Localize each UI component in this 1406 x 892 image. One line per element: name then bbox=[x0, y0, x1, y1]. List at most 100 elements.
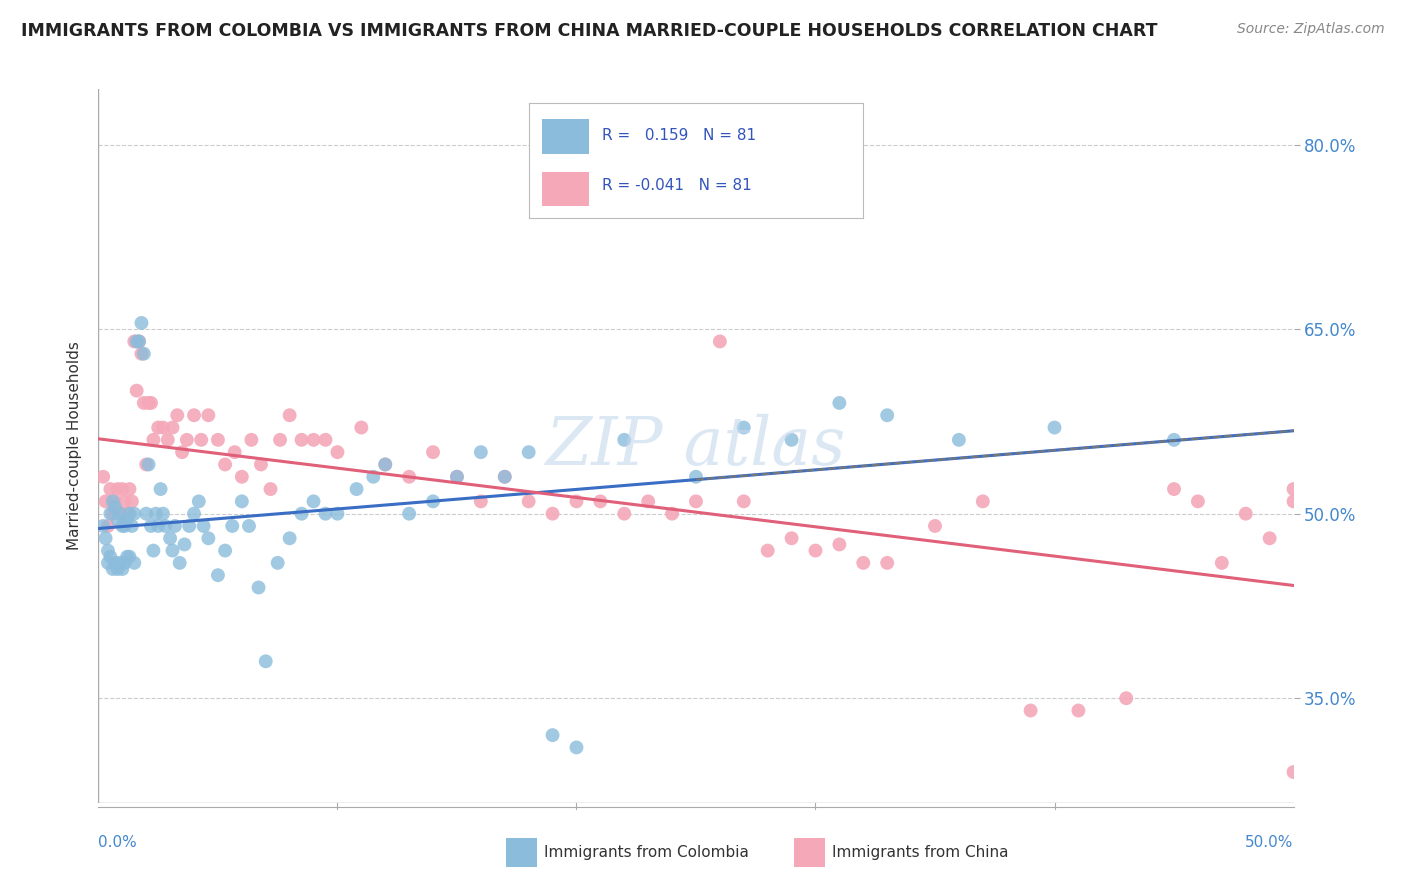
Point bbox=[166, 409, 188, 423]
Point bbox=[541, 728, 564, 742]
Point bbox=[1019, 704, 1042, 718]
Point bbox=[374, 458, 396, 472]
Point bbox=[190, 433, 212, 447]
Text: Source: ZipAtlas.com: Source: ZipAtlas.com bbox=[1237, 22, 1385, 37]
Point bbox=[291, 507, 314, 521]
Point bbox=[115, 513, 138, 527]
Point bbox=[214, 458, 236, 472]
Point bbox=[118, 482, 141, 496]
Point bbox=[1282, 482, 1305, 496]
Point bbox=[1234, 507, 1257, 521]
Point bbox=[172, 445, 194, 459]
Point bbox=[1211, 556, 1233, 570]
Point bbox=[709, 334, 731, 349]
Point bbox=[169, 556, 191, 570]
Point bbox=[108, 556, 131, 570]
Point bbox=[1282, 494, 1305, 508]
Point bbox=[152, 420, 174, 434]
Point bbox=[107, 513, 129, 527]
Point bbox=[121, 494, 143, 508]
Point bbox=[149, 482, 172, 496]
Point bbox=[259, 482, 281, 496]
Point bbox=[139, 519, 162, 533]
Point bbox=[1043, 420, 1066, 434]
Point bbox=[541, 507, 564, 521]
Point bbox=[315, 433, 337, 447]
Point bbox=[1187, 494, 1209, 508]
Point bbox=[828, 396, 851, 410]
Point bbox=[565, 494, 588, 508]
Point bbox=[637, 494, 659, 508]
Point bbox=[1067, 704, 1090, 718]
Point bbox=[142, 433, 165, 447]
Point bbox=[207, 433, 229, 447]
Point bbox=[124, 507, 146, 521]
Point bbox=[142, 543, 165, 558]
Point bbox=[446, 469, 468, 483]
Point bbox=[162, 420, 184, 434]
Point bbox=[183, 409, 205, 423]
Point bbox=[108, 507, 131, 521]
Point bbox=[187, 494, 209, 508]
Point bbox=[115, 549, 138, 564]
Point bbox=[193, 519, 215, 533]
Point bbox=[238, 519, 260, 533]
Point bbox=[278, 531, 301, 545]
Y-axis label: Married-couple Households: Married-couple Households bbox=[67, 342, 83, 550]
Point bbox=[517, 445, 540, 459]
Point bbox=[132, 347, 155, 361]
Point bbox=[111, 482, 134, 496]
Point bbox=[135, 507, 157, 521]
Text: 50.0%: 50.0% bbox=[1246, 836, 1294, 850]
Point bbox=[780, 531, 803, 545]
Point bbox=[250, 458, 273, 472]
Text: Immigrants from Colombia: Immigrants from Colombia bbox=[544, 846, 749, 860]
Point bbox=[159, 531, 181, 545]
Point bbox=[326, 507, 349, 521]
Point bbox=[613, 433, 636, 447]
Point bbox=[139, 396, 162, 410]
Point bbox=[446, 469, 468, 483]
Point bbox=[91, 469, 114, 483]
Point bbox=[114, 556, 136, 570]
Text: Immigrants from China: Immigrants from China bbox=[832, 846, 1010, 860]
Point bbox=[114, 494, 136, 508]
Point bbox=[125, 334, 148, 349]
Point bbox=[589, 494, 612, 508]
Point bbox=[124, 334, 146, 349]
Point bbox=[98, 507, 122, 521]
Point bbox=[804, 543, 827, 558]
Point bbox=[661, 507, 683, 521]
Point bbox=[1258, 531, 1281, 545]
Point bbox=[94, 531, 117, 545]
Point bbox=[152, 507, 174, 521]
Point bbox=[240, 433, 263, 447]
Point bbox=[183, 507, 205, 521]
Point bbox=[197, 531, 219, 545]
Point bbox=[128, 334, 150, 349]
Point bbox=[756, 543, 779, 558]
Point bbox=[179, 519, 201, 533]
Point bbox=[108, 507, 131, 521]
Point bbox=[132, 396, 155, 410]
Point bbox=[231, 494, 253, 508]
Point bbox=[398, 507, 420, 521]
Point bbox=[374, 458, 396, 472]
Point bbox=[131, 347, 153, 361]
Text: ZIP atlas: ZIP atlas bbox=[546, 413, 846, 479]
Point bbox=[162, 543, 184, 558]
Point bbox=[269, 433, 291, 447]
Point bbox=[104, 500, 127, 515]
Point bbox=[613, 507, 636, 521]
Point bbox=[97, 543, 120, 558]
Point bbox=[224, 445, 246, 459]
Point bbox=[145, 507, 167, 521]
Point bbox=[302, 494, 325, 508]
Point bbox=[214, 543, 236, 558]
Point bbox=[948, 433, 970, 447]
Point bbox=[101, 494, 124, 508]
Point bbox=[733, 494, 755, 508]
Point bbox=[422, 445, 444, 459]
Point bbox=[148, 420, 170, 434]
Point bbox=[247, 581, 270, 595]
